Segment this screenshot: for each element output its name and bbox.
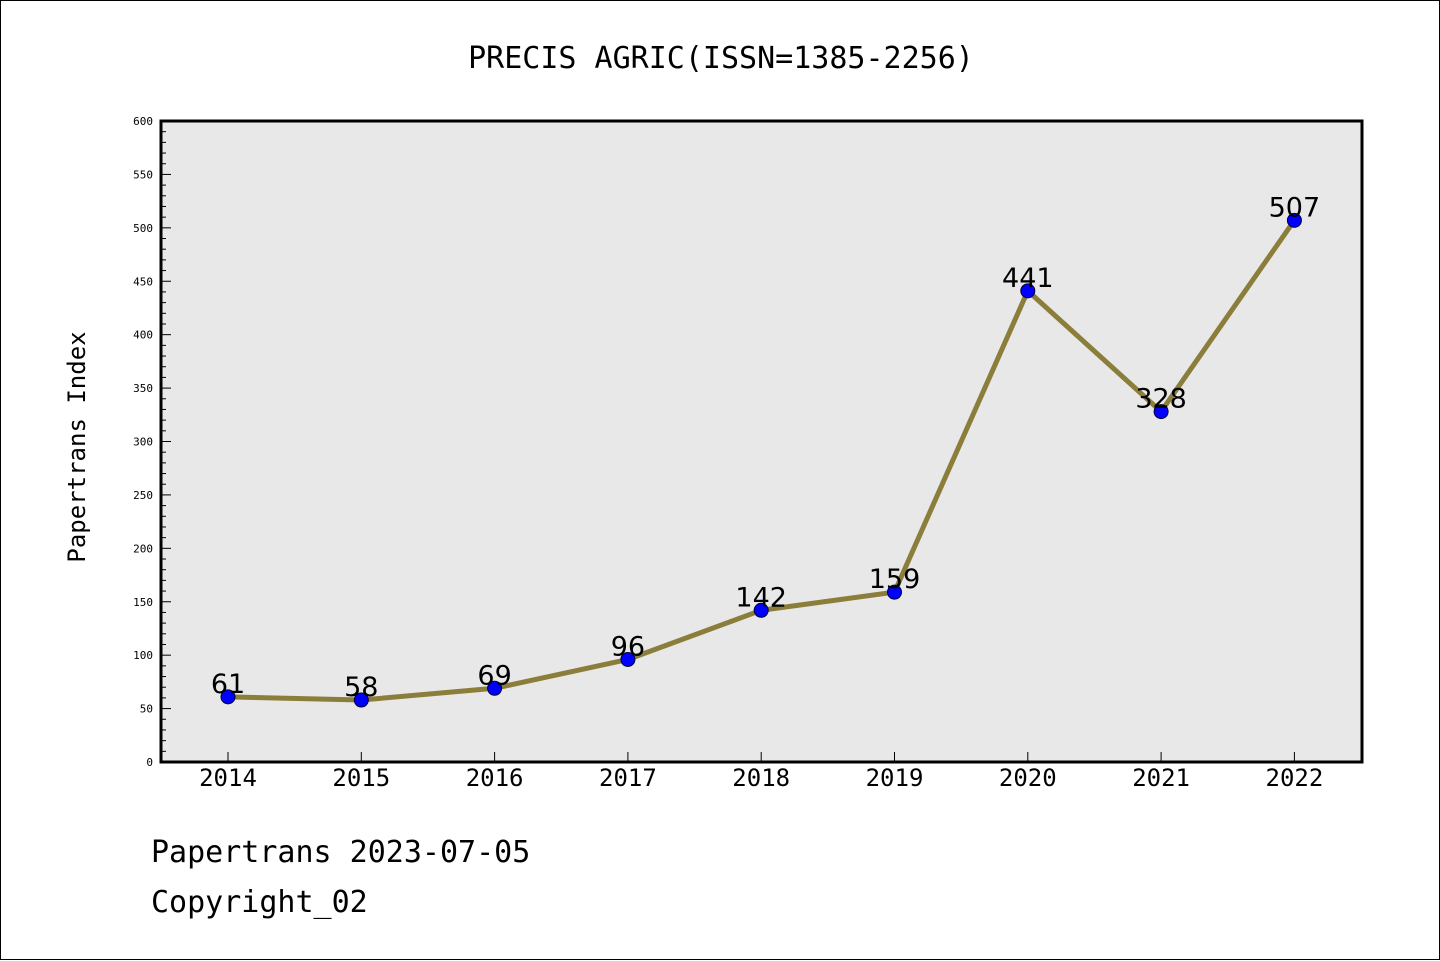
- y-tick-label: 350: [133, 382, 153, 395]
- data-point: [620, 651, 636, 667]
- data-point: [1153, 404, 1169, 420]
- data-labels: 61 58 69 96 142 159 441 328 507: [211, 192, 1320, 703]
- data-point: [220, 689, 236, 705]
- data-point: [487, 680, 503, 696]
- y-tick-label: 250: [133, 489, 153, 502]
- data-label: 142: [735, 582, 787, 613]
- y-tick-label: 200: [133, 542, 153, 555]
- y-tick-label: 550: [133, 168, 153, 181]
- data-point: [1286, 212, 1302, 228]
- data-label: 69: [477, 660, 511, 691]
- footer-copyright: Copyright_02: [151, 885, 368, 920]
- y-axis-label: Papertrans Index: [63, 331, 91, 562]
- data-point: [353, 692, 369, 708]
- y-tick-label: 400: [133, 329, 153, 342]
- data-label: 507: [1269, 192, 1321, 223]
- y-tick-label: 150: [133, 596, 153, 609]
- x-tick-label: 2015: [332, 764, 390, 792]
- x-axis: 2014 2015 2016 2017 2018 2019 2020 2021 2022: [199, 752, 1323, 792]
- x-tick-label: 2021: [1132, 764, 1190, 792]
- x-tick-label: 2014: [199, 764, 257, 792]
- chart-title: PRECIS AGRIC(ISSN=1385-2256): [468, 41, 974, 76]
- data-label: 159: [869, 564, 921, 595]
- x-tick-label: 2017: [599, 764, 657, 792]
- y-tick-label: 300: [133, 436, 153, 449]
- series-layer: [220, 212, 1302, 708]
- data-point: [887, 584, 902, 600]
- data-point: [1020, 283, 1036, 299]
- data-label: 58: [344, 672, 378, 703]
- data-label: 61: [211, 669, 245, 700]
- data-label: 328: [1135, 384, 1187, 415]
- x-tick-label: 2018: [732, 764, 790, 792]
- y-tick-label: 450: [133, 275, 153, 288]
- x-tick-label: 2022: [1266, 764, 1324, 792]
- plot-area: [159, 119, 1364, 764]
- data-label: 96: [611, 631, 645, 662]
- x-tick-label: 2019: [866, 764, 924, 792]
- y-tick-label: 100: [133, 649, 153, 662]
- footer-date: Papertrans 2023-07-05: [151, 835, 531, 870]
- y-tick-label: 0: [146, 756, 153, 769]
- y-axis: 0 50 100 150 200 250 300 350 400 450 500 550 600: [133, 115, 171, 769]
- data-point: [753, 602, 769, 618]
- x-tick-label: 2016: [466, 764, 524, 792]
- y-tick-label: 500: [133, 222, 153, 235]
- data-label: 441: [1002, 263, 1054, 294]
- x-tick-label: 2020: [999, 764, 1057, 792]
- y-tick-label: 600: [133, 115, 153, 128]
- y-tick-label: 50: [140, 703, 153, 716]
